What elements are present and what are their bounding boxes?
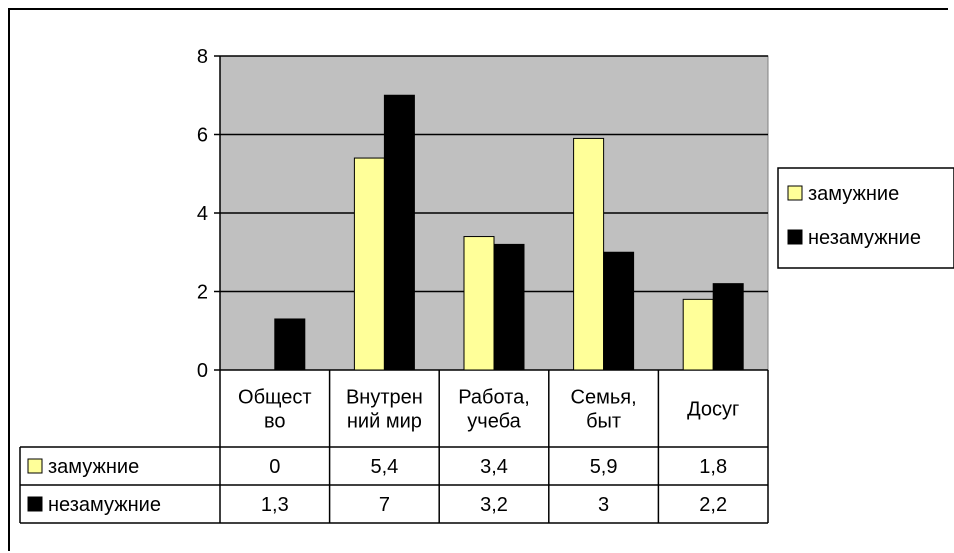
table-legend-key-1 — [27, 496, 43, 512]
category-label-0-1: во — [264, 411, 286, 433]
data-label-1-0: 1,3 — [261, 494, 289, 516]
category-label-2-0: Работа, — [458, 387, 530, 409]
y-tick-label-0: 0 — [197, 360, 208, 382]
bar-1-3 — [603, 251, 635, 371]
data-label-1-4: 2,2 — [699, 494, 727, 516]
legend-key-0 — [787, 185, 803, 201]
data-label-1-1: 7 — [379, 494, 390, 516]
y-tick-label-2: 2 — [197, 282, 208, 304]
y-tick-label-4: 4 — [197, 203, 208, 225]
data-label-0-1: 5,4 — [370, 456, 398, 478]
bar-1-1 — [383, 94, 415, 371]
category-label-3-0: Семья, — [571, 387, 637, 409]
bar-1-4 — [712, 283, 744, 371]
data-label-0-0: 0 — [269, 456, 280, 478]
category-label-1-1: ний мир — [347, 411, 422, 433]
y-tick-label-8: 8 — [197, 46, 208, 68]
bar-0-2 — [463, 236, 495, 371]
bar-1-2 — [493, 243, 525, 371]
data-label-0-3: 5,9 — [590, 456, 618, 478]
chart-frame — [8, 8, 948, 551]
category-label-4-0: Досуг — [687, 399, 739, 421]
bar-0-1 — [353, 157, 385, 371]
bar-1-0 — [274, 318, 306, 371]
data-label-0-2: 3,4 — [480, 456, 508, 478]
table-legend-key-0 — [27, 458, 43, 474]
data-label-1-3: 3 — [598, 494, 609, 516]
category-label-3-1: быт — [586, 411, 621, 433]
data-label-0-4: 1,8 — [699, 456, 727, 478]
category-label-1-0: Внутрен — [346, 387, 423, 409]
category-label-0-0: Общест — [238, 387, 312, 409]
data-label-1-2: 3,2 — [480, 494, 508, 516]
legend-box — [777, 167, 954, 269]
bar-0-3 — [573, 137, 605, 371]
legend-label-0: замужние — [808, 183, 899, 205]
category-label-2-1: учеба — [467, 411, 521, 433]
legend-key-1 — [787, 229, 803, 245]
bar-0-4 — [682, 298, 714, 371]
table-series-name-1: незамужние — [48, 494, 161, 516]
legend-label-1: незамужние — [808, 227, 921, 249]
table-series-name-0: замужние — [48, 456, 139, 478]
y-tick-label-6: 6 — [197, 125, 208, 147]
